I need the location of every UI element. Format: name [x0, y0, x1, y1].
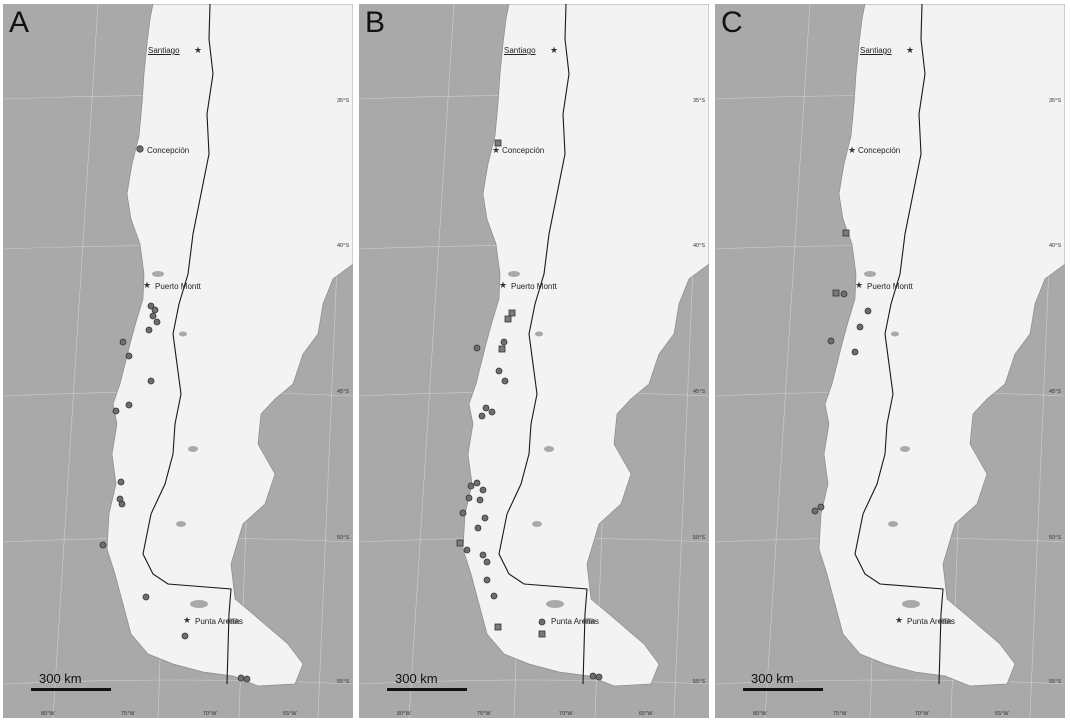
city-label-santiago: Santiago — [860, 46, 892, 55]
city-label-puerto-montt: Puerto Montt — [155, 282, 201, 291]
city-label-santiago: Santiago — [148, 46, 180, 55]
map-b — [359, 4, 709, 718]
longitude-label: 80°W — [41, 710, 55, 717]
longitude-label: 65°W — [995, 710, 1009, 717]
capital-star-icon: ★ — [906, 45, 915, 55]
map-c — [715, 4, 1065, 718]
specimen-markers — [99, 145, 251, 683]
city-label-punta-arenas: Punta Arenas — [907, 617, 956, 626]
city-label-punta-arenas: Punta Arenas — [551, 617, 600, 626]
longitude-label: 65°W — [283, 710, 297, 717]
scale-label: 300 km — [395, 671, 438, 686]
map-panel-a: A ★ Santiago Concepción ★ Puerto Montt ★… — [3, 4, 353, 718]
city-label-puerto-montt: Puerto Montt — [511, 282, 557, 291]
international-border — [142, 4, 232, 685]
latitude-label: 45°S — [1049, 389, 1061, 395]
longitude-label: 70°W — [203, 710, 217, 717]
patagonian-lakes — [508, 271, 596, 624]
city-label-santiago: Santiago — [504, 46, 536, 55]
latitude-label: 35°S — [1049, 98, 1061, 104]
capital-star-icon: ★ — [550, 45, 559, 55]
map-panel-b: B ★ Santiago ★ Concepción ★ Puerto Montt… — [359, 4, 709, 718]
city-label-concepcion: Concepción — [502, 146, 545, 155]
longitude-label: 80°W — [397, 710, 411, 717]
city-label-puerto-montt: Puerto Montt — [867, 282, 913, 291]
scale-label: 300 km — [751, 671, 794, 686]
panel-label: A — [9, 6, 30, 39]
latitude-label: 40°S — [337, 243, 349, 249]
latitude-label: 50°S — [337, 535, 349, 541]
south-america-landmass — [106, 4, 353, 687]
city-star-icon: ★ — [143, 280, 152, 290]
latitude-label: 50°S — [693, 535, 705, 541]
longitude-label: 70°W — [915, 710, 929, 717]
map-a — [3, 4, 353, 718]
city-star-icon: ★ — [855, 280, 864, 290]
capital-star-icon: ★ — [194, 45, 203, 55]
specimen-markers-square — [832, 229, 850, 297]
latitude-label: 50°S — [1049, 535, 1061, 541]
south-america-landmass — [462, 4, 709, 687]
patagonian-lakes — [864, 271, 952, 624]
specimen-markers-circle — [811, 290, 872, 515]
longitude-label: 75°W — [121, 710, 135, 717]
latitude-label: 55°S — [1049, 679, 1061, 685]
latitude-label: 55°S — [693, 679, 705, 685]
patagonian-lakes — [152, 271, 240, 624]
international-border — [854, 4, 944, 685]
scale-bar — [743, 688, 823, 691]
latitude-label: 35°S — [337, 98, 349, 104]
longitude-label: 80°W — [753, 710, 767, 717]
latitude-label: 40°S — [1049, 243, 1061, 249]
city-label-concepcion: Concepción — [147, 146, 190, 155]
panel-label: B — [365, 6, 386, 39]
city-star-icon: ★ — [848, 145, 857, 155]
latitude-label: 45°S — [693, 389, 705, 395]
specimen-markers-circle — [459, 338, 603, 681]
south-america-landmass — [818, 4, 1065, 687]
panel-label: C — [721, 6, 743, 39]
latitude-label: 45°S — [337, 389, 349, 395]
city-star-icon: ★ — [895, 615, 904, 625]
scale-bar — [387, 688, 467, 691]
city-label-punta-arenas: Punta Arenas — [195, 617, 244, 626]
city-star-icon: ★ — [492, 145, 501, 155]
longitude-label: 75°W — [477, 710, 491, 717]
specimen-markers-square — [456, 139, 546, 638]
scale-label: 300 km — [39, 671, 82, 686]
map-panel-c: C ★ Santiago ★ Concepción ★ Puerto Montt… — [715, 4, 1065, 718]
latitude-label: 40°S — [693, 243, 705, 249]
latitude-label: 35°S — [693, 98, 705, 104]
longitude-label: 75°W — [833, 710, 847, 717]
longitude-label: 65°W — [639, 710, 653, 717]
international-border — [498, 4, 588, 685]
city-label-concepcion: Concepción — [858, 146, 901, 155]
city-star-icon: ★ — [183, 615, 192, 625]
city-star-icon: ★ — [499, 280, 508, 290]
latitude-label: 55°S — [337, 679, 349, 685]
scale-bar — [31, 688, 111, 691]
longitude-label: 70°W — [559, 710, 573, 717]
